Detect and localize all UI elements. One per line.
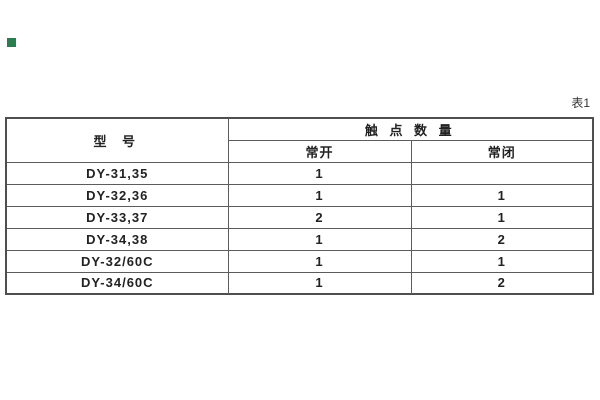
closed-cell: 1 bbox=[410, 183, 594, 207]
closed-cell bbox=[410, 161, 594, 185]
contact-spec-table: 型 号 触 点 数 量 常开 常闭 DY-31,35 1 DY-32,36 1 … bbox=[5, 117, 594, 295]
model-cell: DY-31,35 bbox=[5, 161, 229, 185]
table-caption: 表1 bbox=[571, 96, 590, 110]
model-cell: DY-34,38 bbox=[5, 227, 229, 251]
model-cell: DY-32,36 bbox=[5, 183, 229, 207]
open-cell: 1 bbox=[227, 271, 412, 295]
open-cell: 1 bbox=[227, 161, 412, 185]
column-header-normally-closed: 常闭 bbox=[410, 139, 594, 163]
table-row: DY-31,35 1 bbox=[5, 161, 594, 185]
header-row-1: 型 号 触 点 数 量 bbox=[5, 117, 594, 163]
table-row: DY-33,37 2 1 bbox=[5, 205, 594, 229]
closed-cell: 1 bbox=[410, 249, 594, 273]
open-cell: 1 bbox=[227, 227, 412, 251]
table-row: DY-32,36 1 1 bbox=[5, 183, 594, 207]
open-cell: 1 bbox=[227, 183, 412, 207]
model-cell: DY-33,37 bbox=[5, 205, 229, 229]
table-row: DY-34,38 1 2 bbox=[5, 227, 594, 251]
closed-cell: 2 bbox=[410, 271, 594, 295]
green-marker bbox=[7, 38, 16, 47]
column-header-model: 型 号 bbox=[5, 117, 229, 163]
closed-cell: 1 bbox=[410, 205, 594, 229]
model-cell: DY-32/60C bbox=[5, 249, 229, 273]
table-row: DY-32/60C 1 1 bbox=[5, 249, 594, 273]
closed-cell: 2 bbox=[410, 227, 594, 251]
open-cell: 2 bbox=[227, 205, 412, 229]
model-cell: DY-34/60C bbox=[5, 271, 229, 295]
column-header-contact-count: 触 点 数 量 bbox=[227, 117, 594, 141]
column-header-normally-open: 常开 bbox=[227, 139, 412, 163]
table-row: DY-34/60C 1 2 bbox=[5, 271, 594, 295]
open-cell: 1 bbox=[227, 249, 412, 273]
